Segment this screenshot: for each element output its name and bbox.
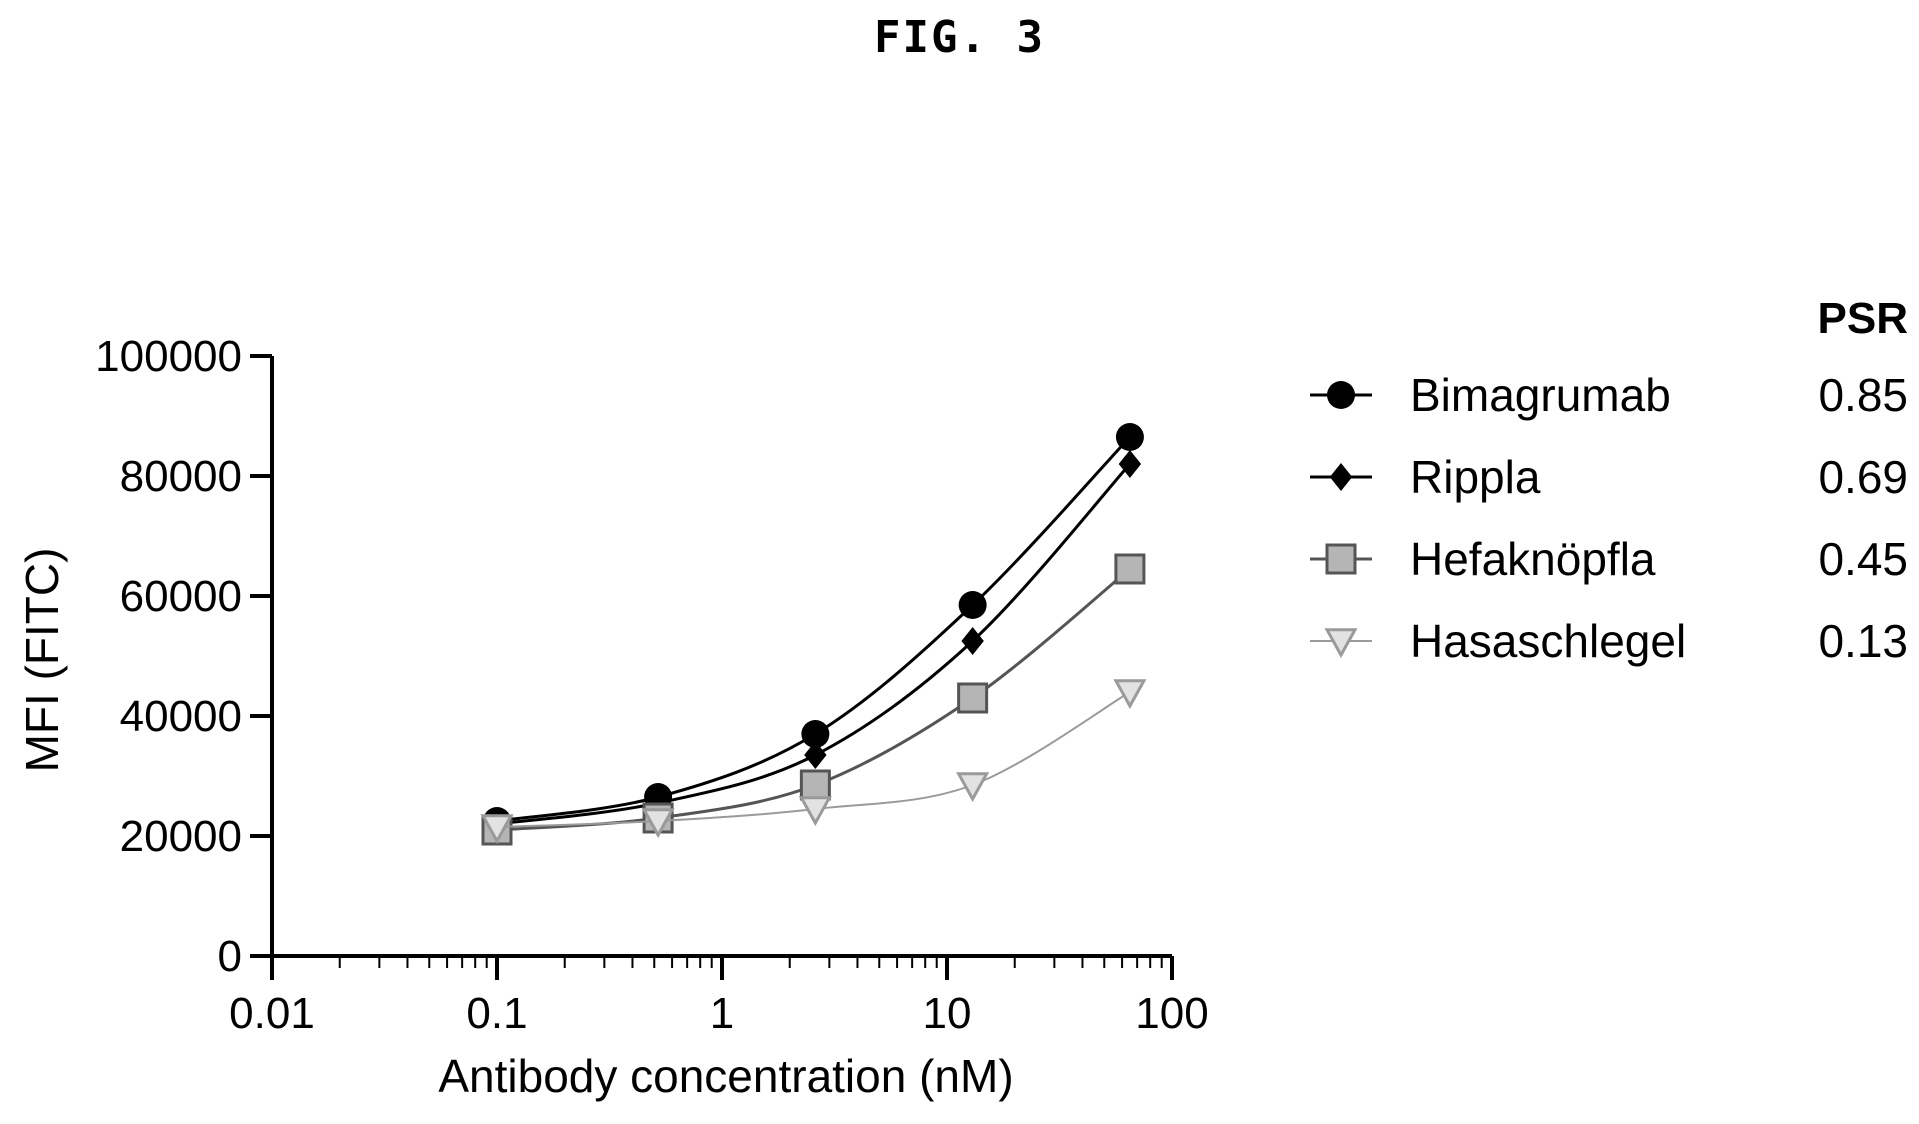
- data-point: [1114, 553, 1146, 585]
- x-axis-title: Antibody concentration (nM): [438, 1050, 1013, 1102]
- y-axis-title: MFI (FITC): [16, 548, 68, 773]
- legend-marker: [1325, 543, 1357, 575]
- legend-marker: [1327, 381, 1355, 409]
- y-tick-label: 0: [218, 932, 242, 981]
- legend: PSR Bimagrumab 0.85 Rippla 0.69 Hefaknöpfla 0.…: [1310, 294, 1908, 667]
- data-point: [957, 682, 989, 714]
- data-point: [641, 808, 675, 839]
- x-tick-label: 100: [1135, 989, 1208, 1038]
- series-hasaschlegel: [480, 679, 1147, 845]
- y-tick-label: 40000: [120, 692, 242, 741]
- data-point: [958, 591, 987, 619]
- data-point: [801, 720, 830, 748]
- x-tick-label: 1: [710, 989, 734, 1038]
- legend-psr-value: 0.85: [1818, 369, 1908, 421]
- data-point: [1113, 679, 1147, 710]
- data-point: [1118, 450, 1142, 478]
- axes: 0 20000 40000 60000 80000 100000 0.01 0.1 1 10 100: [95, 332, 1209, 1038]
- y-tick-label: 20000: [120, 812, 242, 861]
- y-tick-label: 100000: [95, 332, 242, 381]
- legend-label: Rippla: [1410, 451, 1541, 503]
- data-point: [480, 814, 514, 845]
- legend-label: Bimagrumab: [1410, 369, 1671, 421]
- series-layer: [480, 423, 1147, 846]
- y-tick-label: 60000: [120, 572, 242, 621]
- legend-psr-value: 0.13: [1818, 615, 1908, 667]
- figure-title: FIG. 3: [874, 12, 1045, 63]
- legend-psr-header: PSR: [1818, 294, 1908, 343]
- x-tick-label: 0.1: [466, 989, 527, 1038]
- data-point: [798, 796, 832, 827]
- legend-label: Hasaschlegel: [1410, 615, 1686, 667]
- series-line: [496, 463, 1132, 826]
- legend-psr-value: 0.69: [1818, 451, 1908, 503]
- x-tick-label: 0.01: [229, 989, 315, 1038]
- data-point: [1115, 423, 1144, 451]
- x-tick-label: 10: [923, 989, 972, 1038]
- legend-marker: [1324, 628, 1358, 659]
- legend-label: Hefaknöpfla: [1410, 533, 1656, 585]
- legend-psr-value: 0.45: [1818, 533, 1908, 585]
- data-point: [961, 627, 984, 655]
- data-point: [799, 769, 831, 801]
- legend-marker: [1329, 463, 1353, 491]
- data-point: [956, 772, 990, 803]
- data-point: [804, 741, 827, 769]
- y-tick-label: 80000: [120, 452, 242, 501]
